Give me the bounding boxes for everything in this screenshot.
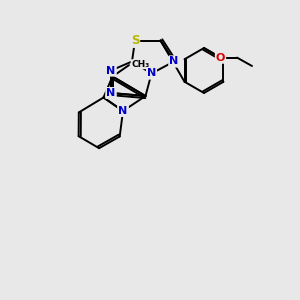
Text: N: N	[106, 65, 116, 76]
Text: N: N	[147, 68, 156, 79]
Text: N: N	[147, 68, 156, 79]
Text: O: O	[216, 52, 225, 63]
Text: N: N	[118, 106, 127, 116]
Text: N: N	[106, 88, 116, 98]
Text: S: S	[131, 35, 139, 46]
Text: N: N	[169, 56, 178, 67]
Text: N: N	[106, 88, 116, 98]
Text: N: N	[118, 106, 127, 116]
Text: N: N	[169, 56, 178, 67]
Text: CH₃: CH₃	[131, 60, 149, 69]
Text: O: O	[216, 52, 225, 63]
Text: N: N	[106, 65, 116, 76]
Text: S: S	[131, 34, 139, 47]
Text: N: N	[118, 106, 127, 116]
